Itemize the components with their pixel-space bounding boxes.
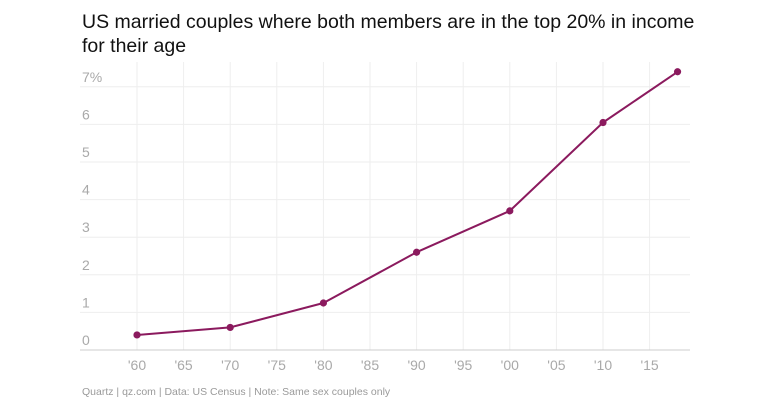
x-tick-label: '75 <box>268 357 286 373</box>
x-tick-label: '05 <box>547 357 565 373</box>
x-tick-label: '95 <box>454 357 472 373</box>
data-point <box>673 68 682 76</box>
x-axis-tick-labels: '60 '65 '70 '75 '80 '85 '90 '95 '00 '05 '10 '15 <box>128 357 659 373</box>
y-tick-label: 5 <box>82 144 90 160</box>
y-tick-label: 0 <box>82 332 90 348</box>
data-point <box>413 248 421 256</box>
y-tick-label: 3 <box>82 219 90 235</box>
x-tick-label: '80 <box>314 357 332 373</box>
data-point <box>319 299 327 307</box>
x-tick-label: '65 <box>174 357 192 373</box>
series-line <box>136 70 679 336</box>
vertical-gridlines <box>136 62 651 350</box>
x-tick-label: '00 <box>501 357 519 373</box>
x-tick-label: '15 <box>640 357 658 373</box>
y-axis-tick-labels: 0 1 2 3 4 5 6 7% <box>82 69 102 348</box>
y-tick-label: 4 <box>82 182 90 198</box>
x-tick-label: '60 <box>128 357 146 373</box>
x-tick-label: '70 <box>221 357 239 373</box>
x-tick-label: '10 <box>594 357 612 373</box>
y-tick-label: 6 <box>82 106 90 122</box>
source-note: Quartz | qz.com | Data: US Census | Note… <box>82 386 391 398</box>
data-point <box>133 331 141 339</box>
data-point <box>506 207 514 215</box>
x-tick-label: '85 <box>361 357 379 373</box>
y-tick-label: 2 <box>82 257 90 273</box>
horizontal-gridlines <box>80 86 690 351</box>
data-point <box>599 118 607 127</box>
y-tick-label: 1 <box>82 294 90 310</box>
x-tick-label: '90 <box>407 357 425 373</box>
data-point <box>226 323 234 332</box>
y-tick-label: 7% <box>82 69 102 85</box>
data-series <box>133 68 682 339</box>
chart-title: US married couples where both members ar… <box>82 11 695 57</box>
